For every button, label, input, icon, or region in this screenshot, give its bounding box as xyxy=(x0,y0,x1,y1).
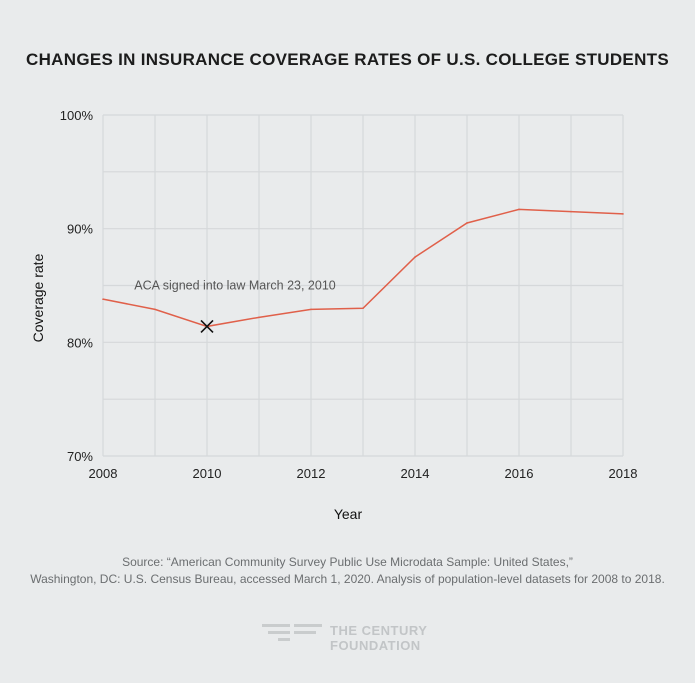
data-point xyxy=(622,213,624,215)
x-axis-title: Year xyxy=(334,506,363,522)
data-point xyxy=(362,307,364,310)
grid xyxy=(102,114,624,457)
data-point xyxy=(570,210,572,213)
logo-text: THE CENTURY FOUNDATION xyxy=(330,623,427,653)
x-tick-label: 2010 xyxy=(193,466,222,481)
x-tick-label: 2018 xyxy=(609,466,638,481)
y-axis-title: Coverage rate xyxy=(30,253,46,342)
y-tick-label: 70% xyxy=(67,449,93,464)
data-point xyxy=(466,222,468,224)
y-tick-label: 90% xyxy=(67,222,93,237)
data-point xyxy=(102,298,104,300)
data-point xyxy=(518,208,520,211)
y-tick-label: 100% xyxy=(60,108,94,123)
annotation: ACA signed into law March 23, 2010 xyxy=(134,278,336,333)
tick-labels: 2008 2010 2012 2014 2016 2018 70% 80% 90% 100% xyxy=(60,108,638,481)
data-point xyxy=(258,316,260,319)
source-line-2: Washington, DC: U.S. Census Bureau, acce… xyxy=(30,572,665,586)
line-chart: 2008 2010 2012 2014 2016 2018 70% 80% 90% 100% AC… xyxy=(30,108,638,522)
data-point xyxy=(414,256,416,258)
y-tick-label: 80% xyxy=(67,335,93,350)
x-mark-icon xyxy=(200,319,214,333)
logo-line-2: FOUNDATION xyxy=(330,638,421,653)
logo-mark-icon xyxy=(262,624,322,641)
x-tick-label: 2016 xyxy=(505,466,534,481)
x-tick-label: 2012 xyxy=(297,466,326,481)
century-foundation-logo: THE CENTURY FOUNDATION xyxy=(262,622,442,654)
source-line-1: Source: “American Community Survey Publi… xyxy=(122,555,573,569)
x-tick-label: 2008 xyxy=(89,466,118,481)
chart-title: CHANGES IN INSURANCE COVERAGE RATES OF U… xyxy=(26,50,669,69)
annotation-label: ACA signed into law March 23, 2010 xyxy=(134,278,336,292)
logo-line-1: THE CENTURY xyxy=(330,623,428,638)
data-point xyxy=(154,308,156,311)
x-tick-label: 2014 xyxy=(401,466,430,481)
data-point xyxy=(310,308,312,311)
